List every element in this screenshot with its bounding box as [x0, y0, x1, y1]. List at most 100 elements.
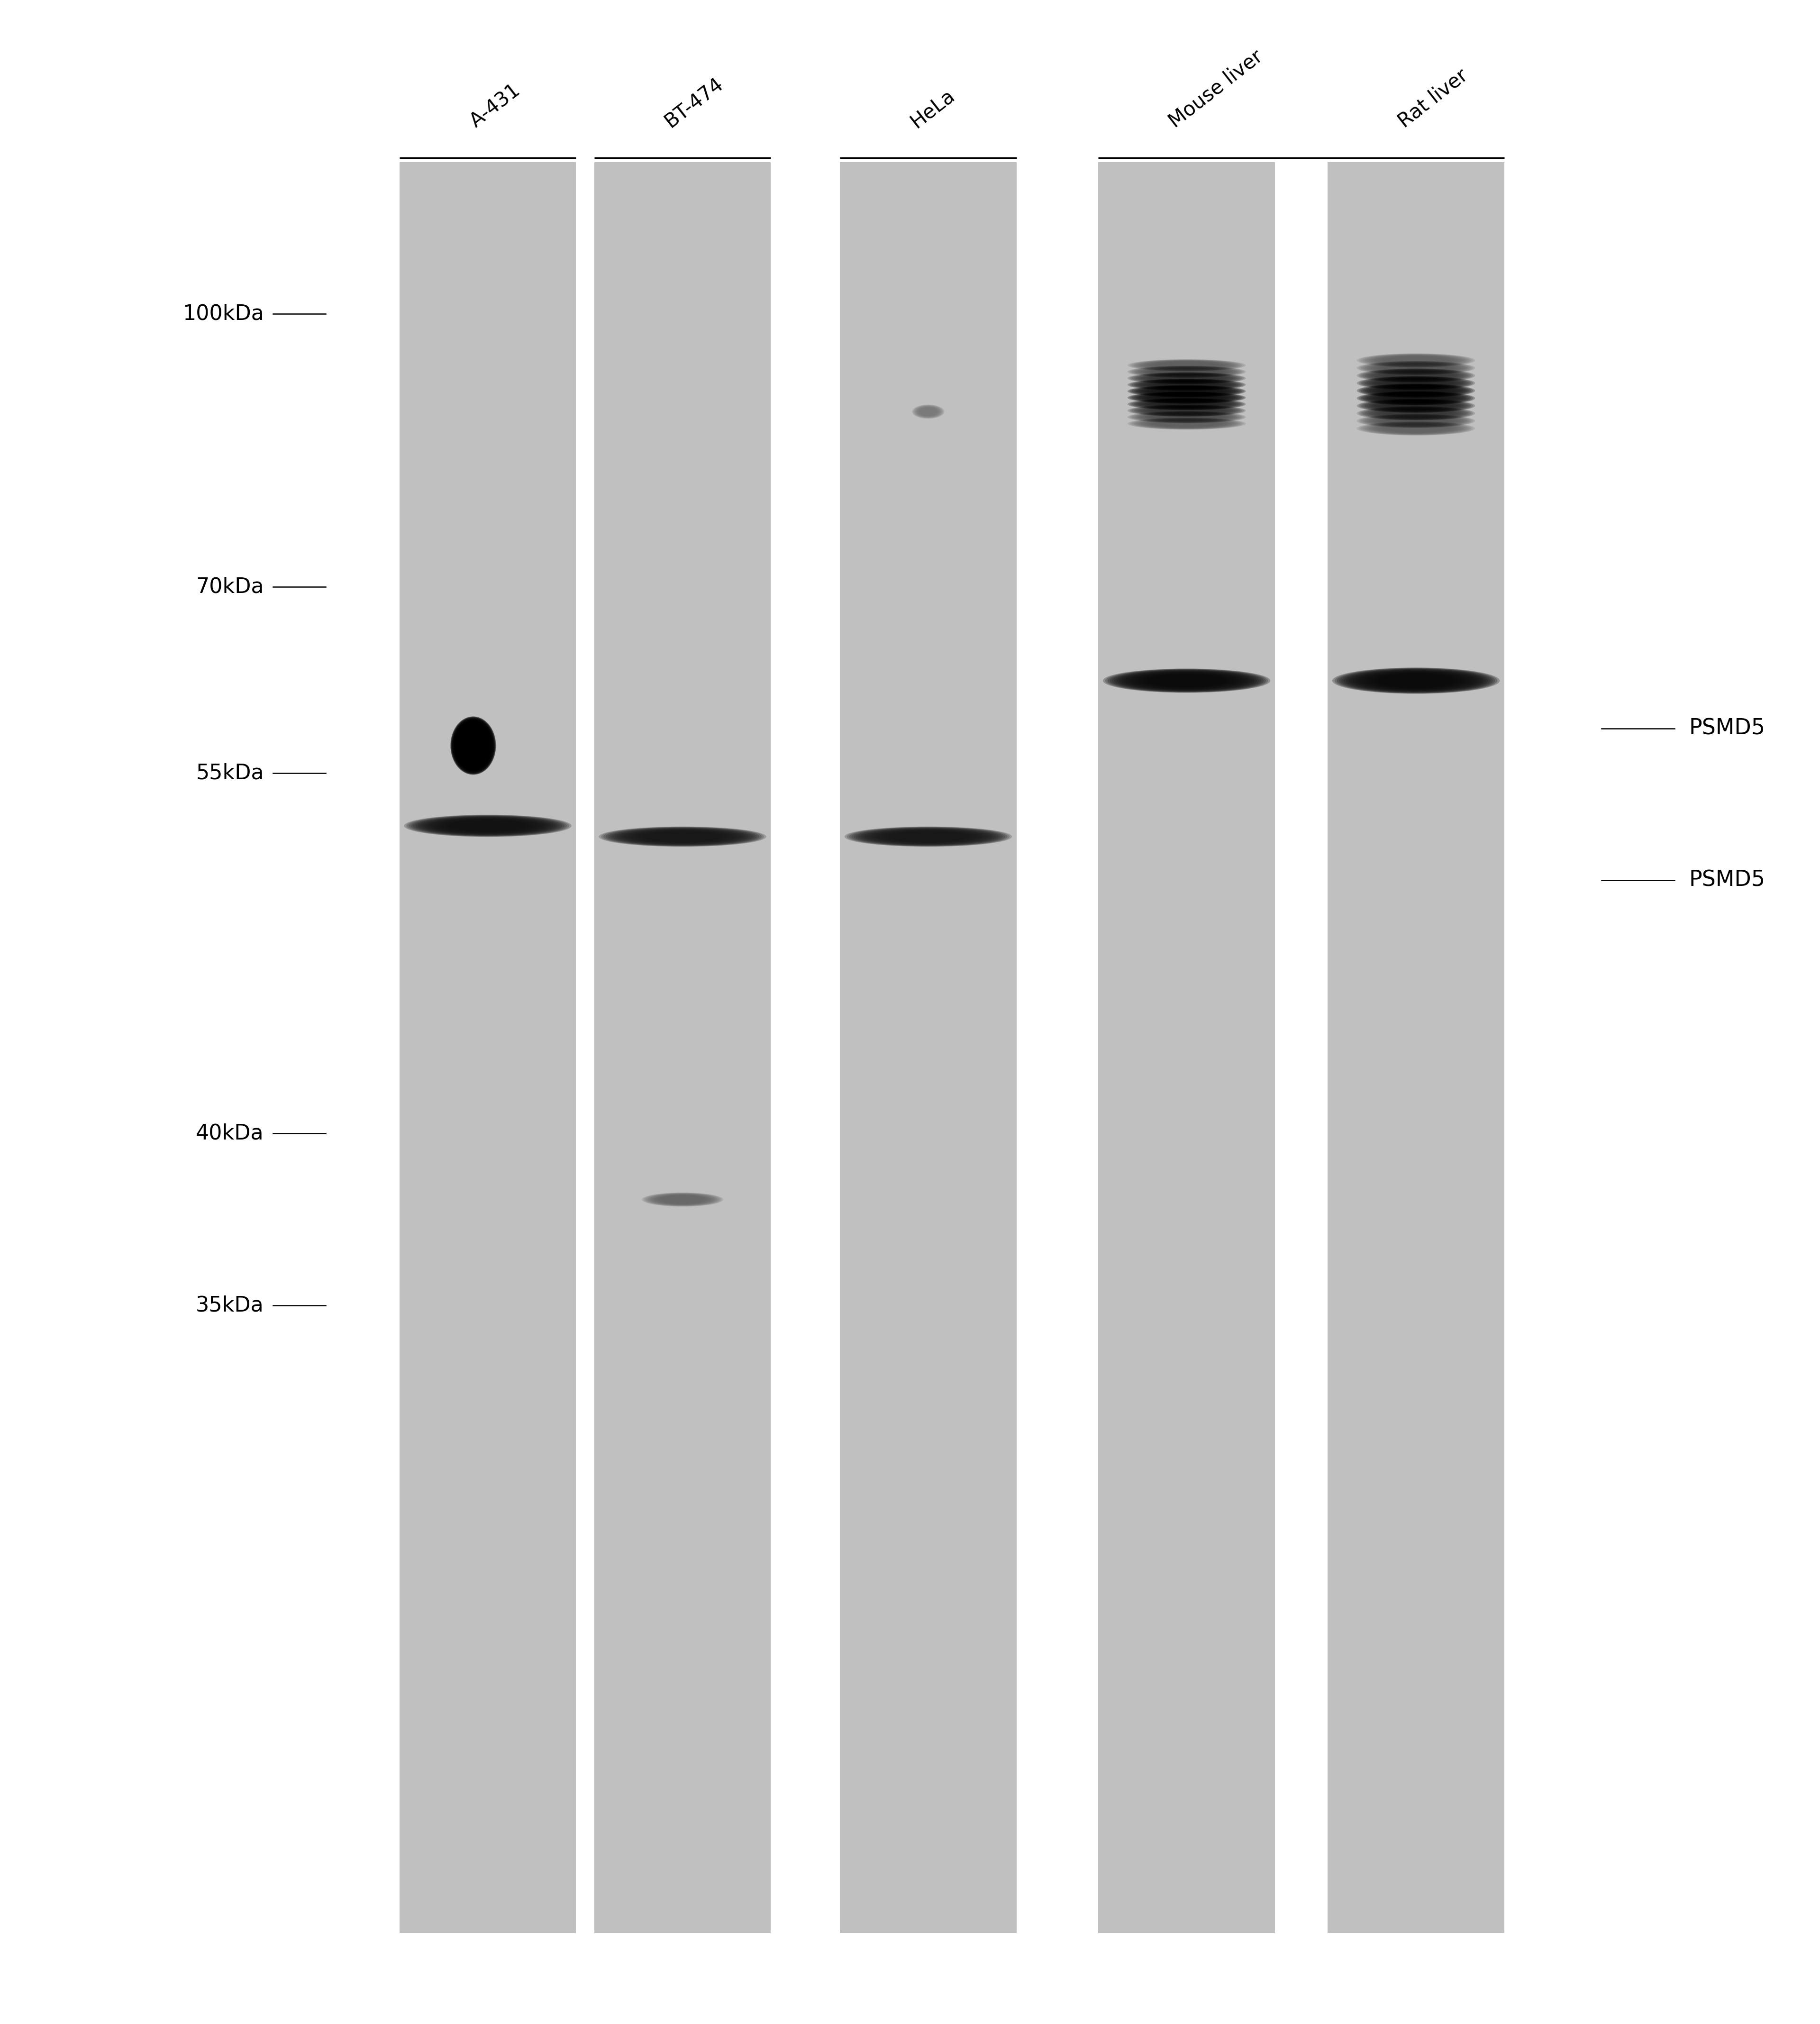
- Ellipse shape: [1370, 407, 1461, 419]
- Ellipse shape: [455, 723, 491, 769]
- FancyBboxPatch shape: [1016, 162, 1099, 1933]
- Ellipse shape: [460, 727, 486, 765]
- Ellipse shape: [1376, 393, 1456, 403]
- Ellipse shape: [610, 828, 755, 846]
- Ellipse shape: [1367, 415, 1465, 427]
- Ellipse shape: [1141, 372, 1232, 383]
- Ellipse shape: [1132, 393, 1241, 403]
- Ellipse shape: [617, 828, 748, 844]
- Ellipse shape: [1356, 421, 1474, 435]
- Text: PSMD5: PSMD5: [1689, 870, 1765, 891]
- Ellipse shape: [431, 818, 544, 834]
- Ellipse shape: [1141, 405, 1232, 415]
- Ellipse shape: [1372, 407, 1460, 419]
- Ellipse shape: [1365, 385, 1467, 397]
- Ellipse shape: [451, 719, 495, 773]
- Ellipse shape: [1361, 399, 1471, 413]
- Ellipse shape: [1361, 391, 1471, 405]
- Ellipse shape: [424, 818, 551, 834]
- Text: 55kDa: 55kDa: [197, 763, 264, 783]
- Ellipse shape: [419, 816, 557, 836]
- Ellipse shape: [846, 826, 1010, 846]
- Ellipse shape: [1365, 423, 1467, 435]
- Ellipse shape: [1360, 360, 1472, 374]
- Ellipse shape: [1370, 393, 1461, 405]
- Ellipse shape: [1132, 417, 1241, 429]
- Ellipse shape: [1128, 372, 1247, 385]
- Ellipse shape: [1139, 413, 1234, 423]
- Ellipse shape: [1365, 399, 1467, 413]
- Ellipse shape: [413, 816, 562, 836]
- Ellipse shape: [1372, 401, 1460, 411]
- FancyBboxPatch shape: [772, 162, 841, 1933]
- Ellipse shape: [1128, 411, 1247, 423]
- Ellipse shape: [1143, 399, 1230, 409]
- Ellipse shape: [1356, 385, 1474, 399]
- Ellipse shape: [455, 721, 491, 771]
- Ellipse shape: [1136, 411, 1238, 423]
- Ellipse shape: [1367, 393, 1465, 405]
- Ellipse shape: [604, 828, 761, 846]
- Text: 40kDa: 40kDa: [197, 1123, 264, 1144]
- Ellipse shape: [1105, 668, 1269, 692]
- Ellipse shape: [1372, 370, 1460, 381]
- Ellipse shape: [1361, 354, 1471, 366]
- Ellipse shape: [852, 828, 1005, 846]
- Ellipse shape: [1108, 670, 1265, 692]
- Ellipse shape: [1138, 378, 1236, 391]
- Ellipse shape: [854, 828, 1003, 846]
- Ellipse shape: [1121, 670, 1252, 690]
- FancyBboxPatch shape: [841, 162, 1016, 1933]
- Ellipse shape: [455, 723, 491, 769]
- Ellipse shape: [868, 828, 988, 844]
- Ellipse shape: [1136, 360, 1238, 370]
- Ellipse shape: [863, 828, 994, 844]
- Ellipse shape: [1349, 670, 1483, 692]
- Ellipse shape: [1139, 372, 1234, 383]
- Ellipse shape: [460, 727, 486, 765]
- Ellipse shape: [1372, 393, 1460, 403]
- Ellipse shape: [1128, 405, 1247, 417]
- Ellipse shape: [1356, 376, 1474, 391]
- Ellipse shape: [420, 816, 555, 836]
- Ellipse shape: [1363, 385, 1469, 397]
- Ellipse shape: [451, 719, 495, 773]
- Ellipse shape: [1132, 378, 1241, 391]
- Ellipse shape: [1356, 391, 1474, 405]
- Ellipse shape: [415, 816, 561, 836]
- Ellipse shape: [1128, 672, 1245, 690]
- Ellipse shape: [1338, 668, 1494, 694]
- Ellipse shape: [1374, 385, 1458, 397]
- Ellipse shape: [1130, 378, 1243, 391]
- Ellipse shape: [1369, 401, 1463, 411]
- Ellipse shape: [1363, 376, 1469, 389]
- Ellipse shape: [1361, 407, 1471, 421]
- Ellipse shape: [1363, 354, 1469, 366]
- Text: BT-474: BT-474: [661, 73, 728, 132]
- Ellipse shape: [1143, 387, 1230, 397]
- Ellipse shape: [1117, 670, 1256, 690]
- Ellipse shape: [1132, 366, 1241, 378]
- Ellipse shape: [1134, 411, 1239, 423]
- Ellipse shape: [1130, 366, 1243, 378]
- Ellipse shape: [1123, 672, 1250, 690]
- Ellipse shape: [1356, 368, 1474, 383]
- Ellipse shape: [1132, 672, 1241, 690]
- Ellipse shape: [1132, 399, 1241, 411]
- Ellipse shape: [455, 721, 491, 769]
- Ellipse shape: [1369, 376, 1463, 389]
- Ellipse shape: [1136, 366, 1238, 376]
- Ellipse shape: [1370, 376, 1461, 389]
- Ellipse shape: [459, 725, 488, 765]
- Ellipse shape: [1356, 407, 1474, 421]
- Ellipse shape: [451, 716, 495, 773]
- Ellipse shape: [1139, 387, 1234, 397]
- Ellipse shape: [1374, 401, 1458, 411]
- Ellipse shape: [1360, 415, 1472, 427]
- Ellipse shape: [404, 816, 571, 838]
- Text: PSMD5: PSMD5: [1689, 719, 1765, 739]
- Ellipse shape: [1134, 419, 1239, 429]
- Ellipse shape: [1360, 399, 1472, 413]
- Ellipse shape: [1130, 393, 1243, 403]
- FancyBboxPatch shape: [1329, 162, 1503, 1933]
